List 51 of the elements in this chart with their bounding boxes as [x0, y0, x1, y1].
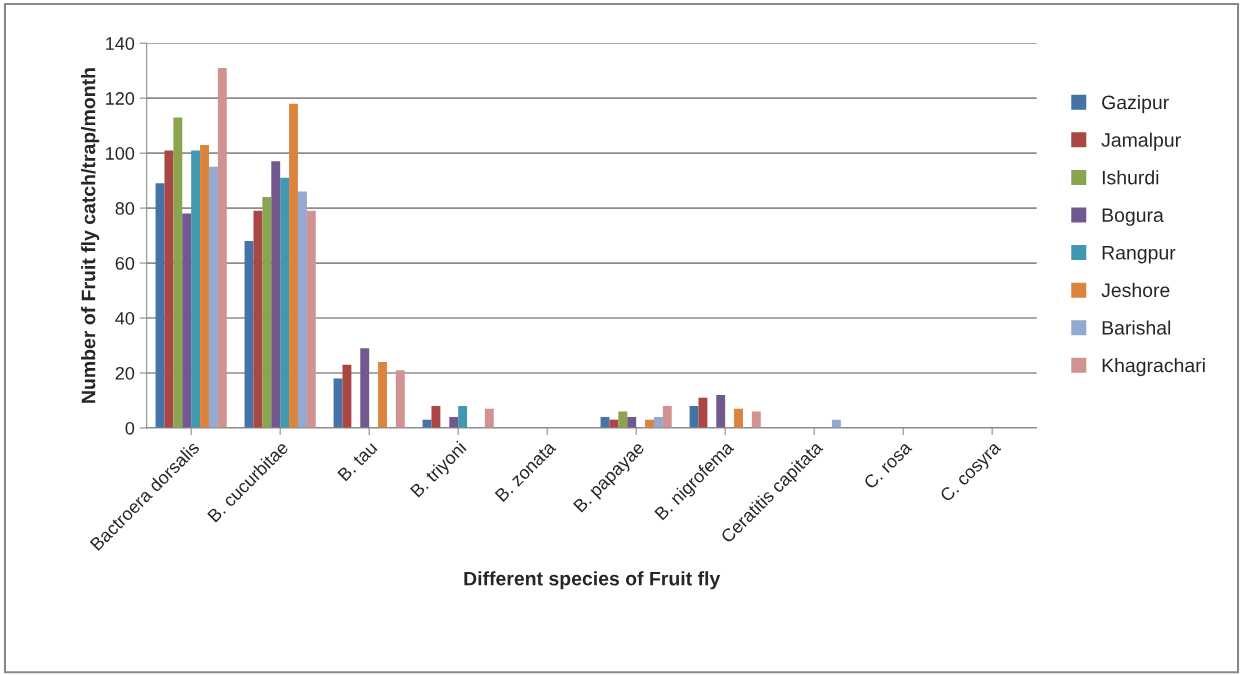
bar [653, 416, 663, 428]
legend-label: Ishurdi [1102, 170, 1159, 185]
bar [698, 397, 708, 428]
x-tick-label: B. tau [337, 441, 378, 482]
bar [662, 405, 672, 428]
y-tick-label: 120 [106, 92, 135, 105]
bar [458, 405, 468, 428]
legend-label: Khagrachari [1102, 358, 1205, 377]
x-tick-label: C. rosa [863, 440, 913, 490]
y-tick-label: 40 [115, 311, 135, 325]
legend-label: Bogura [1102, 208, 1164, 226]
bar [271, 161, 281, 428]
bar [262, 197, 272, 428]
legend-label: Gazipur [1102, 95, 1169, 114]
bar [164, 150, 174, 428]
legend-label: Jamalpur [1101, 132, 1181, 151]
bar [484, 408, 494, 428]
bar [431, 405, 441, 428]
bar [253, 210, 263, 428]
bar [200, 144, 209, 428]
bar [280, 177, 290, 428]
bar [173, 117, 183, 428]
bar [395, 370, 405, 428]
x-axis-title: Different species of Fruit fly [464, 571, 721, 590]
bar [306, 210, 316, 428]
y-tick-label: 80 [115, 202, 135, 215]
legend-label: Barishal [1102, 320, 1171, 335]
y-tick-label: 140 [106, 37, 135, 50]
bar [751, 411, 761, 428]
y-tick-label: 0 [125, 421, 135, 435]
y-axis-title: Number of Fruit fly catch/trap/month [81, 68, 100, 403]
y-tick-label: 60 [115, 256, 135, 270]
y-tick-label: 20 [115, 366, 135, 380]
bar [734, 408, 743, 428]
bar [182, 213, 192, 428]
bar [449, 416, 459, 428]
y-tick-label: 100 [106, 147, 135, 160]
bar [217, 67, 227, 428]
bar [360, 348, 370, 428]
bar [378, 361, 387, 428]
bar [297, 191, 307, 428]
legend-label: Rangpur [1102, 246, 1176, 264]
bar [289, 103, 298, 428]
bar [191, 150, 201, 428]
bar [208, 166, 218, 428]
legend-label: Jeshore [1101, 282, 1170, 298]
bar [155, 183, 165, 428]
bar [618, 411, 628, 428]
bar [716, 394, 726, 428]
bar [627, 416, 637, 428]
bar [342, 364, 352, 428]
